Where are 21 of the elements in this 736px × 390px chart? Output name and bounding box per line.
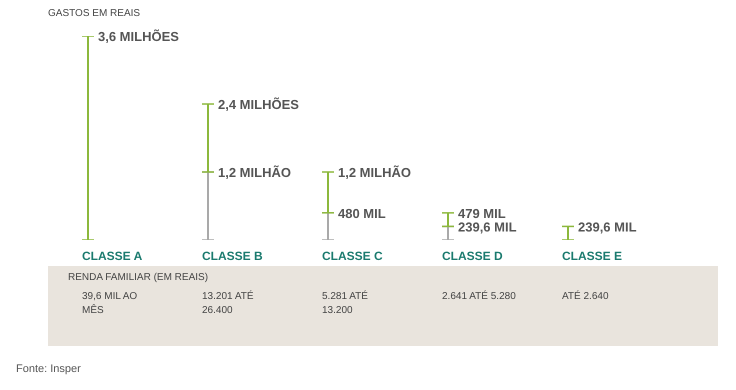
annotation: 1,2 MILHÃO xyxy=(338,165,411,180)
text: RENDA FAMILIAR (EM REAIS) xyxy=(68,272,208,283)
annotation: 2,4 MILHÕES xyxy=(218,97,300,112)
annotation: 3,6 MILHÕES xyxy=(98,29,180,44)
text: 13.201 ATÉ 26.400 xyxy=(202,290,255,318)
x-tick-label: CLASSE C xyxy=(322,249,384,263)
annotation: 239,6 MIL xyxy=(578,219,637,234)
x-tick-label: CLASSE B xyxy=(202,249,264,263)
x-tick-label: CLASSE E xyxy=(562,249,622,263)
y-axis-title: GASTOS EM REAIS xyxy=(48,8,140,19)
text: ATÉ 2.640 xyxy=(562,290,610,304)
text: 2.641 ATÉ 5.280 xyxy=(442,290,517,304)
annotation: 480 MIL xyxy=(338,206,386,221)
source-note: Fonte: Insper xyxy=(16,363,81,375)
text: 5.281 ATÉ 13.200 xyxy=(322,290,369,318)
text: 39,6 MIL AO MÊS xyxy=(82,290,138,318)
annotation: 239,6 MIL xyxy=(458,219,517,234)
x-tick-label: CLASSE A xyxy=(82,249,143,263)
x-tick-label: CLASSE D xyxy=(442,249,504,263)
annotation: 479 MIL xyxy=(458,206,506,221)
annotation: 1,2 MILHÃO xyxy=(218,165,291,180)
